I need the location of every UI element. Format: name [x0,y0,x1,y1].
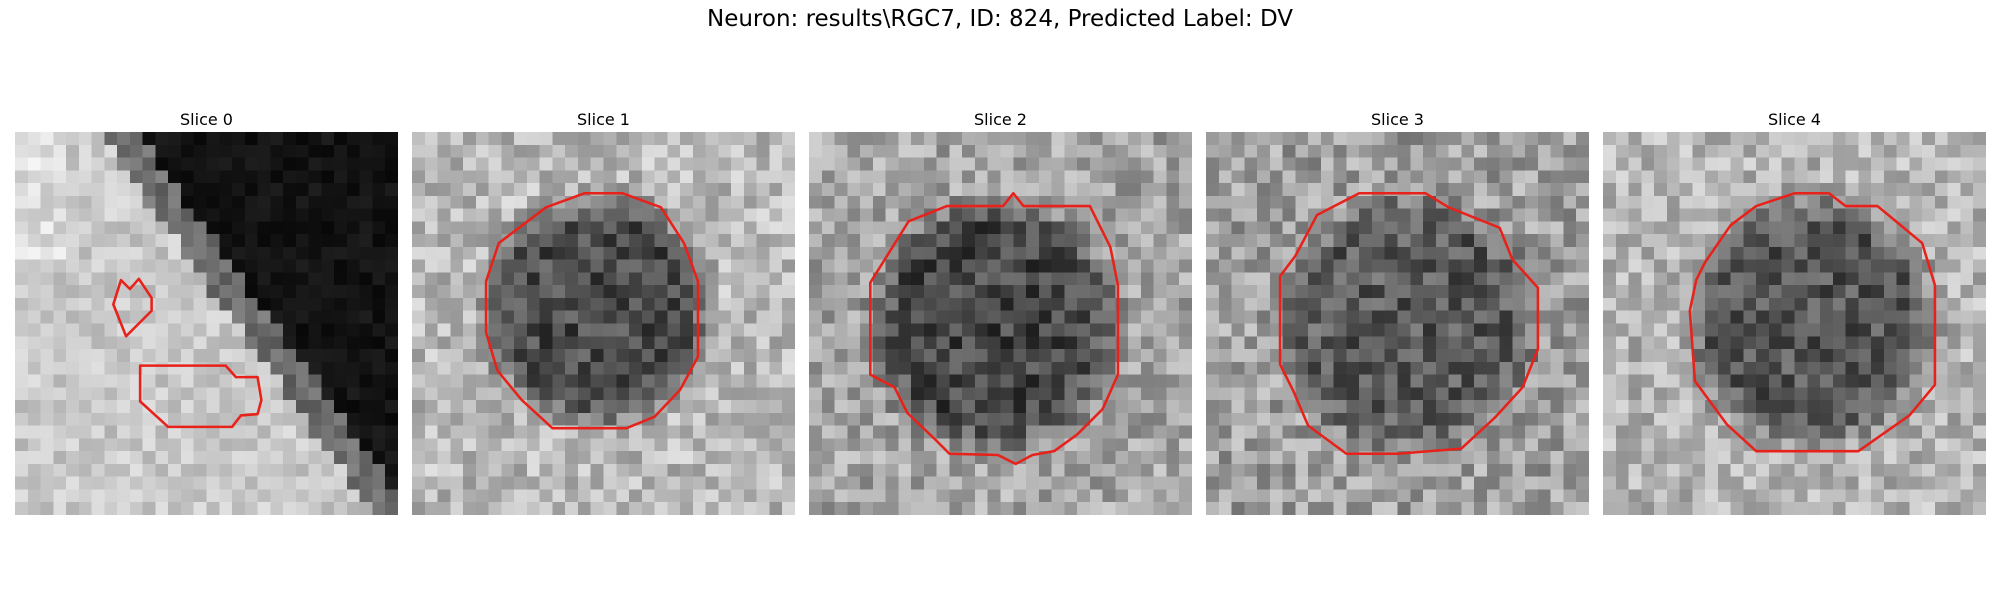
slice-panel-3: Slice 3 [1206,110,1589,515]
slice-pixels-1 [412,132,795,515]
roi-contour [484,192,700,430]
figure-title: Neuron: results\RGC7, ID: 824, Predicted… [706,6,1294,32]
slice-image-4 [1603,132,1986,515]
roi-contour-large [138,364,263,429]
slice-image-0 [15,132,398,515]
slice-title-2: Slice 2 [974,110,1027,129]
slice-panel-1: Slice 1 [412,110,795,515]
slice-image-1 [412,132,795,515]
roi-contour [869,192,1120,466]
slice-panel-0: Slice 0 [15,110,398,515]
slice-pixels-4 [1603,132,1986,515]
slice-pixels-3 [1206,132,1589,515]
roi-contour [1278,192,1540,455]
slice-title-4: Slice 4 [1768,110,1821,129]
slice-title-3: Slice 3 [1371,110,1424,129]
slice-title-1: Slice 1 [577,110,630,129]
slice-image-2 [809,132,1192,515]
slice-panel-4: Slice 4 [1603,110,1986,515]
slice-pixels-0 [15,132,398,515]
slice-image-3 [1206,132,1589,515]
slice-title-0: Slice 0 [180,110,233,129]
roi-contour-small [112,277,153,338]
slice-panel-2: Slice 2 [809,110,1192,515]
roi-contour [1688,192,1937,453]
